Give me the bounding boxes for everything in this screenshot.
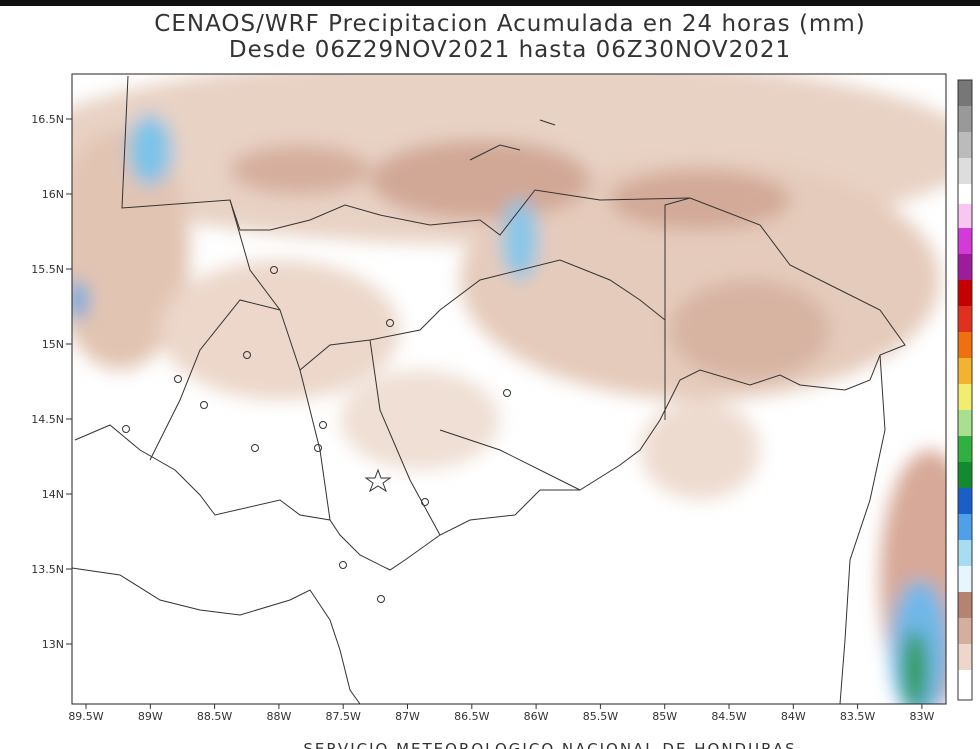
lon-label: 85.5W: [583, 710, 618, 723]
precip-field: [72, 74, 946, 704]
lon-label: 85W: [652, 710, 677, 723]
colorbar: [957, 79, 973, 701]
lat-label: 15N: [42, 338, 64, 351]
lon-label: 88.5W: [197, 710, 232, 723]
lat-label: 16.5N: [31, 113, 64, 126]
lon-label: 89.5W: [68, 710, 103, 723]
lon-label: 87.5W: [326, 710, 361, 723]
title: CENAOS/WRF Precipitacion Acumulada en 24…: [154, 11, 865, 37]
map: [71, 73, 947, 705]
lat-label: 14N: [42, 488, 64, 501]
lat-label: 16N: [42, 188, 64, 201]
lon-label: 88W: [266, 710, 291, 723]
lon-label: 84W: [781, 710, 806, 723]
lat-label: 13N: [42, 638, 64, 651]
top-bar: [0, 0, 980, 6]
lon-label: 86W: [524, 710, 549, 723]
lon-label: 86.5W: [454, 710, 489, 723]
map-frame: [71, 73, 947, 705]
capital-marker: [364, 468, 392, 493]
subtitle: Desde 06Z29NOV2021 hasta 06Z30NOV2021: [229, 37, 791, 63]
lat-label: 14.5N: [31, 413, 64, 426]
borders: [71, 75, 906, 705]
cities: [122, 266, 511, 603]
lat-label: 15.5N: [31, 263, 64, 276]
lon-label: 87W: [395, 710, 420, 723]
axis-labels: 16.5N 16N 15.5N 15N 14.5N 14N 13.5N 13N 89.5W 89W…: [31, 113, 934, 723]
footer: SERVICIO METEOROLOGICO NACIONAL DE HONDU…: [303, 740, 796, 749]
lon-label: 84.5W: [711, 710, 746, 723]
lon-label: 83W: [909, 710, 934, 723]
lat-label: 13.5N: [31, 563, 64, 576]
lon-label: 89W: [138, 710, 163, 723]
lon-label: 83.5W: [840, 710, 875, 723]
